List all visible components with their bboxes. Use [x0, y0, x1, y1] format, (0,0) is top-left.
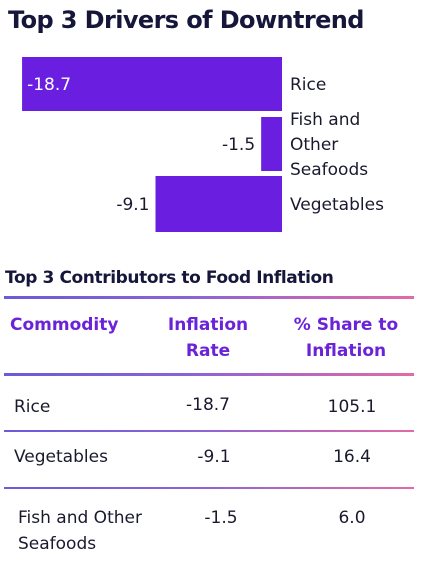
header-inflation-rate-line-1: Inflation	[167, 315, 249, 335]
row-3-commodity-line-2: Seafoods	[18, 534, 97, 554]
header-share-line-1: % Share to	[293, 315, 399, 335]
table-title: Top 3 Contributors to Food Inflation	[5, 268, 334, 288]
row-1-rate: -18.7	[186, 395, 230, 415]
row-2-commodity: Vegetables	[14, 447, 108, 467]
header-commodity-line: Commodity	[10, 315, 119, 335]
bar-1	[261, 117, 282, 171]
row-rule	[4, 430, 414, 432]
header-inflation-rate-line-2: Rate	[185, 341, 231, 361]
header-inflation-rate: Inflation Rate	[150, 312, 266, 364]
header-share-line-2: Inflation	[305, 341, 387, 361]
table-top-rule	[4, 296, 414, 299]
category-label-0-0: Rice	[290, 75, 326, 95]
row-2-rate: -9.1	[197, 447, 231, 467]
row-3-commodity: Fish and Other Seafoods	[18, 505, 142, 557]
row-1-share: 105.1	[327, 397, 377, 417]
header-share: % Share to Inflation	[276, 312, 416, 364]
drivers-bar-chart: -18.7 Rice -1.5 Fish and Other Seafoods -9.1 Ve…	[22, 57, 384, 232]
value-label-1: -1.5	[222, 135, 255, 155]
row-3-share: 6.0	[338, 508, 366, 528]
row-3-commodity-line-1: Fish and Other	[18, 508, 142, 528]
row-3-rate: -1.5	[204, 508, 238, 528]
header-commodity: Commodity	[4, 312, 160, 338]
category-label-1-1: Other	[290, 135, 338, 155]
category-label-1-0: Fish and	[290, 110, 360, 130]
bar-2	[155, 176, 282, 232]
category-label-2-0: Vegetables	[290, 195, 384, 215]
value-label-2: -9.1	[116, 195, 149, 215]
row-1-commodity: Rice	[14, 397, 51, 417]
row-rule	[4, 487, 414, 489]
row-2-share: 16.4	[333, 447, 371, 467]
header-rule	[4, 373, 414, 376]
chart-title: Top 3 Drivers of Downtrend	[8, 6, 364, 34]
value-label-0: -18.7	[27, 75, 71, 95]
bar-0	[22, 57, 282, 111]
category-label-1-2: Seafoods	[290, 160, 368, 180]
